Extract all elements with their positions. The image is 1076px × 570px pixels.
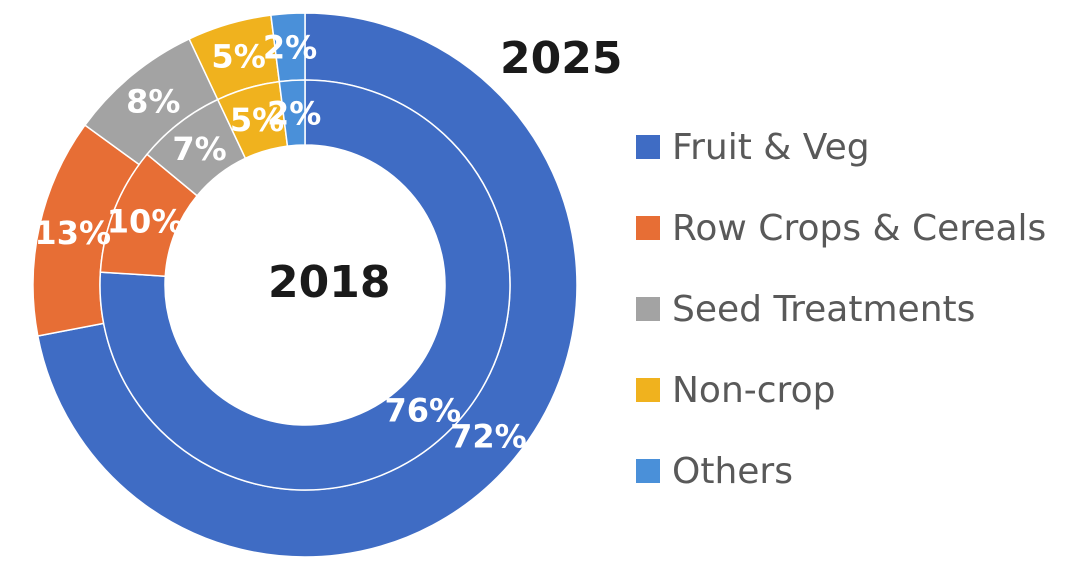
legend-swatch-0 <box>636 135 660 159</box>
outer-ring-year-label: 2025 <box>500 33 622 84</box>
segment-2018-0 <box>99 79 511 491</box>
legend-swatch-1 <box>636 216 660 240</box>
legend-label-3: Non-crop <box>672 370 835 411</box>
legend-label-0: Fruit & Veg <box>672 127 870 168</box>
legend-label-4: Others <box>672 451 793 492</box>
legend: Fruit & Veg Row Crops & Cereals Seed Treat… <box>636 127 1046 492</box>
data-label-2018-0: 76% <box>384 391 461 429</box>
legend-swatch-2 <box>636 297 660 321</box>
legend-swatch-3 <box>636 378 660 402</box>
data-label-2025-4: 2% <box>263 28 317 66</box>
legend-label-1: Row Crops & Cereals <box>672 208 1046 249</box>
data-label-2018-4: 2% <box>267 94 321 132</box>
segment-2018-4 <box>278 79 306 147</box>
data-label-2025-0: 72% <box>450 418 527 456</box>
legend-swatch-4 <box>636 459 660 483</box>
data-label-2018-3: 5% <box>230 101 284 139</box>
data-label-2018-2: 7% <box>172 130 226 168</box>
legend-label-2: Seed Treatments <box>672 289 975 330</box>
data-label-2018-1: 10% <box>107 203 184 241</box>
inner-ring-labels: 76% 10% 7%5%2% <box>107 94 461 429</box>
data-label-2025-1: 13% <box>34 214 111 252</box>
data-label-2025-2: 8% <box>126 83 180 121</box>
outer-ring-labels: 72%13%8%5%2% <box>34 28 526 455</box>
inner-ring-year-label: 2018 <box>268 257 390 308</box>
inner-ring-2018 <box>99 79 511 491</box>
data-label-2025-3: 5% <box>211 37 265 75</box>
